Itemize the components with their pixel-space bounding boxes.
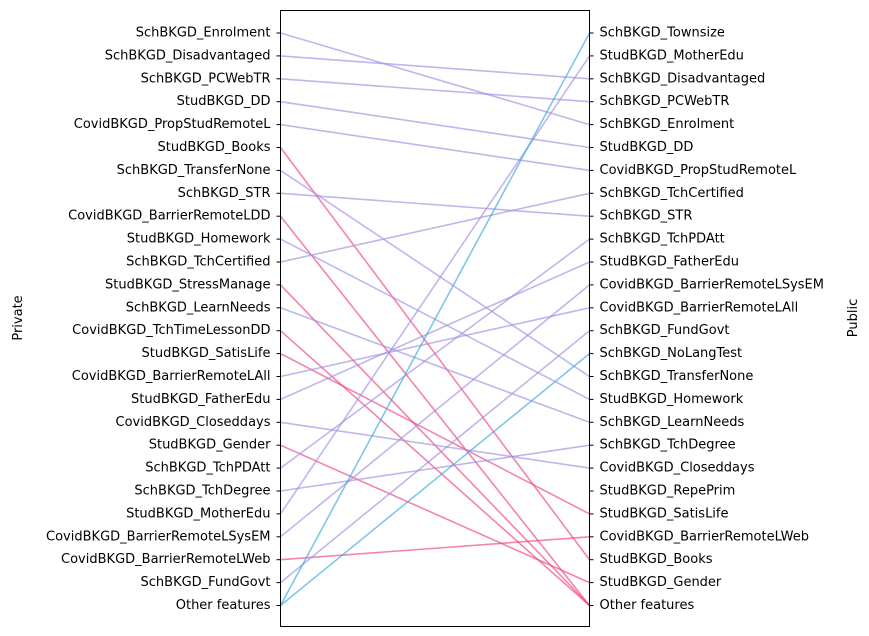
connection-line-1 bbox=[280, 55, 590, 80]
connection-line-6 bbox=[280, 169, 590, 378]
connection-line-20 bbox=[280, 444, 590, 492]
left-tick-label: CovidBKGD_BarrierRemoteLDD bbox=[68, 209, 270, 224]
right-tick-label: SchBKGD_TchCertified bbox=[600, 186, 744, 201]
connection-line-25 bbox=[279, 32, 591, 606]
left-tick-label: StudBKGD_Homework bbox=[127, 232, 271, 247]
connection-line-16 bbox=[280, 261, 590, 401]
right-tick-label: SchBKGD_NoLangTest bbox=[600, 346, 743, 361]
right-tick-label: StudBKGD_Homework bbox=[600, 392, 744, 407]
left-tick-label: Other features bbox=[176, 598, 271, 613]
connection-line-26 bbox=[279, 352, 591, 607]
connection-line-3 bbox=[280, 100, 590, 149]
left-tick-label: SchBKGD_TransferNone bbox=[117, 163, 271, 178]
right-axis-label: Public bbox=[846, 299, 861, 337]
right-tick-label: SchBKGD_PCWebTR bbox=[600, 94, 730, 109]
right-tick-label: StudBKGD_MotherEdu bbox=[600, 48, 744, 63]
right-tick-label: Other features bbox=[600, 598, 695, 613]
connection-lines bbox=[279, 32, 591, 607]
right-tick-label: StudBKGD_Books bbox=[600, 552, 713, 567]
left-tick-label: StudBKGD_MotherEdu bbox=[126, 506, 270, 521]
right-tick-label: CovidBKGD_PropStudRemoteL bbox=[600, 163, 797, 178]
connection-line-15 bbox=[280, 307, 590, 378]
left-tick-label: SchBKGD_Enrolment bbox=[136, 26, 271, 41]
right-tick-label: SchBKGD_LearnNeeds bbox=[600, 415, 745, 430]
connection-line-7 bbox=[280, 192, 590, 217]
connection-line-18 bbox=[280, 444, 590, 584]
connection-line-14 bbox=[280, 352, 590, 515]
right-tick-label: CovidBKGD_Closeddays bbox=[600, 461, 755, 476]
right-tick-label: SchBKGD_FundGovt bbox=[600, 323, 730, 338]
left-tick-label: CovidBKGD_Closeddays bbox=[116, 415, 271, 430]
connection-line-10 bbox=[280, 192, 590, 263]
left-tick-label: StudBKGD_Gender bbox=[149, 438, 271, 453]
left-tick-label: SchBKGD_TchDegree bbox=[134, 484, 270, 499]
left-tick-label: CovidBKGD_PropStudRemoteL bbox=[74, 117, 271, 132]
left-tick-label: StudBKGD_SatisLife bbox=[142, 346, 271, 361]
connection-line-22 bbox=[279, 284, 591, 538]
connection-line-19 bbox=[280, 238, 590, 469]
left-tick-labels: SchBKGD_Enrolment SchBKGD_Disadvantaged Sc… bbox=[46, 26, 281, 613]
left-tick-label: SchBKGD_TchCertified bbox=[126, 255, 270, 270]
connection-line-23 bbox=[280, 536, 590, 561]
right-tick-label: SchBKGD_STR bbox=[600, 209, 693, 224]
left-tick-label: StudBKGD_FatherEdu bbox=[131, 392, 271, 407]
connection-line-21 bbox=[279, 55, 591, 515]
left-tick-label: CovidBKGD_BarrierRemoteLWeb bbox=[61, 552, 270, 567]
connection-line-4 bbox=[280, 123, 590, 172]
left-tick-label: CovidBKGD_TchTimeLessonDD bbox=[72, 323, 270, 338]
right-tick-label: SchBKGD_TransferNone bbox=[600, 369, 754, 384]
right-tick-label: SchBKGD_TchDegree bbox=[600, 438, 736, 453]
right-tick-label: SchBKGD_Enrolment bbox=[600, 117, 735, 132]
right-tick-label: StudBKGD_FatherEdu bbox=[600, 255, 740, 270]
right-tick-label: CovidBKGD_BarrierRemoteLSysEM bbox=[600, 277, 824, 292]
right-tick-label: StudBKGD_Gender bbox=[600, 575, 722, 590]
left-tick-label: SchBKGD_FundGovt bbox=[141, 575, 271, 590]
right-tick-label: StudBKGD_SatisLife bbox=[600, 506, 729, 521]
left-axis-label: Private bbox=[11, 295, 26, 340]
left-tick-label: SchBKGD_TchPDAtt bbox=[145, 461, 270, 476]
left-tick-label: StudBKGD_StressManage bbox=[105, 277, 270, 292]
right-tick-label: SchBKGD_Townsize bbox=[600, 26, 725, 41]
right-tick-label: StudBKGD_DD bbox=[600, 140, 694, 155]
connection-line-2 bbox=[280, 78, 590, 103]
left-tick-label: SchBKGD_PCWebTR bbox=[141, 71, 271, 86]
plot-frame bbox=[280, 10, 590, 627]
right-tick-label: SchBKGD_TchPDAtt bbox=[600, 232, 725, 247]
left-tick-label: SchBKGD_Disadvantaged bbox=[105, 48, 271, 63]
right-tick-label: StudBKGD_RepePrim bbox=[600, 484, 736, 499]
connection-line-0 bbox=[280, 32, 590, 126]
right-tick-label: CovidBKGD_BarrierRemoteLAll bbox=[600, 300, 799, 315]
left-tick-label: CovidBKGD_BarrierRemoteLAll bbox=[72, 369, 271, 384]
right-tick-label: CovidBKGD_BarrierRemoteLWeb bbox=[600, 529, 809, 544]
left-tick-label: SchBKGD_LearnNeeds bbox=[126, 300, 271, 315]
left-tick-label: StudBKGD_DD bbox=[177, 94, 271, 109]
right-tick-label: SchBKGD_Disadvantaged bbox=[600, 71, 766, 86]
right-tick-labels: SchBKGD_Townsize StudBKGD_MotherEdu SchBKG… bbox=[589, 26, 824, 613]
connection-line-24 bbox=[279, 330, 591, 584]
left-tick-label: SchBKGD_STR bbox=[178, 186, 271, 201]
left-tick-label: CovidBKGD_BarrierRemoteLSysEM bbox=[46, 529, 270, 544]
left-tick-label: StudBKGD_Books bbox=[158, 140, 271, 155]
connection-line-12 bbox=[280, 307, 590, 424]
